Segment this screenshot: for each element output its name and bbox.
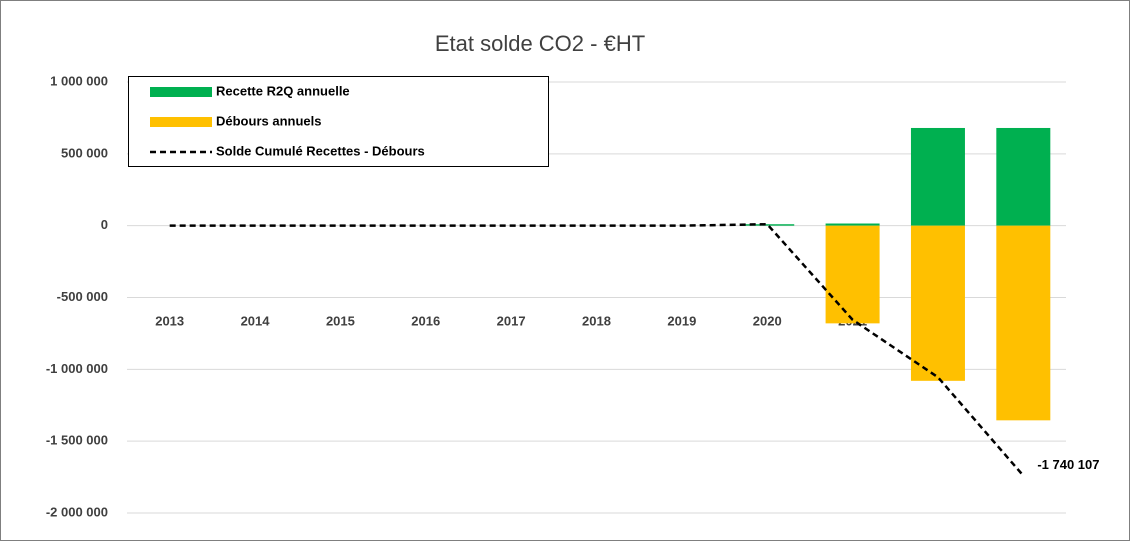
chart-title: Etat solde CO2 - €HT <box>435 31 645 56</box>
y-tick-label: -500 000 <box>57 289 108 304</box>
x-tick-label: 2013 <box>155 313 184 328</box>
x-tick-label: 2018 <box>582 313 611 328</box>
legend-label: Débours annuels <box>216 113 321 128</box>
line <box>169 222 1025 477</box>
y-tick-label: 0 <box>101 217 108 232</box>
y-tick-label: 500 000 <box>61 145 108 160</box>
bar <box>910 225 965 381</box>
x-tick-label: 2016 <box>411 313 440 328</box>
x-tick-label: 2014 <box>241 313 271 328</box>
x-tick-label: 2017 <box>497 313 526 328</box>
bar <box>740 224 795 226</box>
x-tick-label: 2020 <box>753 313 782 328</box>
x-tick-label: 2019 <box>667 313 696 328</box>
y-tick-label: -2 000 000 <box>46 504 108 519</box>
bar <box>825 223 880 226</box>
bar <box>996 127 1051 226</box>
data-label: -1 740 107 <box>1037 457 1099 472</box>
legend-label: Recette R2Q annuelle <box>216 83 350 98</box>
bar <box>910 127 965 226</box>
y-tick-label: -1 500 000 <box>46 433 108 448</box>
legend-swatch <box>150 87 212 97</box>
legend-swatch <box>150 117 212 127</box>
y-tick-label: 1 000 000 <box>50 73 108 88</box>
legend-label: Solde Cumulé Recettes - Débours <box>216 143 425 158</box>
bar <box>996 225 1051 421</box>
bar <box>825 225 880 324</box>
x-tick-label: 2015 <box>326 313 355 328</box>
y-tick-label: -1 000 000 <box>46 361 108 376</box>
